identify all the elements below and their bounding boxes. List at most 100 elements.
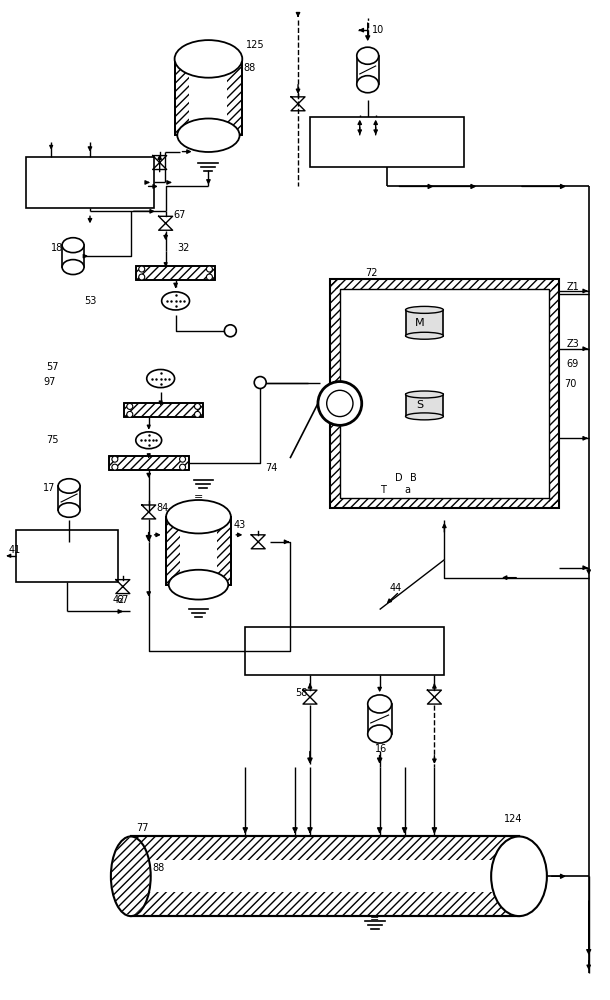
Bar — [124, 403, 204, 417]
Ellipse shape — [178, 119, 240, 152]
Bar — [166, 517, 181, 585]
Circle shape — [318, 382, 362, 425]
Ellipse shape — [169, 570, 228, 600]
Text: 44: 44 — [390, 583, 402, 593]
Bar — [62, 245, 84, 267]
Ellipse shape — [136, 432, 162, 449]
Ellipse shape — [62, 260, 84, 275]
Bar — [310, 117, 464, 167]
Bar — [245, 627, 444, 675]
Circle shape — [112, 456, 118, 462]
Bar — [330, 279, 340, 508]
Circle shape — [179, 456, 185, 462]
Circle shape — [206, 274, 212, 280]
Text: 58: 58 — [295, 688, 307, 698]
Text: 88: 88 — [243, 63, 256, 73]
Bar — [124, 403, 204, 417]
Bar — [166, 517, 231, 585]
Ellipse shape — [406, 413, 443, 420]
Bar — [330, 279, 559, 289]
Bar — [228, 59, 242, 135]
Circle shape — [224, 325, 236, 337]
Ellipse shape — [58, 479, 80, 493]
Bar — [174, 59, 242, 135]
Text: 77: 77 — [136, 823, 148, 833]
Bar — [549, 279, 559, 508]
Bar — [174, 59, 242, 135]
Circle shape — [127, 411, 133, 417]
Ellipse shape — [357, 76, 379, 93]
Text: 17: 17 — [43, 483, 56, 493]
Bar — [406, 310, 443, 336]
Bar — [131, 836, 519, 916]
Text: 41: 41 — [9, 545, 21, 555]
Text: B: B — [409, 473, 416, 483]
Bar — [131, 836, 519, 860]
Ellipse shape — [368, 725, 392, 743]
Text: 97: 97 — [43, 377, 56, 387]
Circle shape — [138, 266, 145, 272]
Text: D: D — [395, 473, 402, 483]
Ellipse shape — [357, 47, 379, 64]
Text: M: M — [415, 318, 425, 328]
Circle shape — [127, 403, 133, 409]
Ellipse shape — [174, 40, 242, 78]
Ellipse shape — [162, 292, 190, 310]
Ellipse shape — [406, 306, 443, 313]
Bar — [368, 704, 392, 734]
Ellipse shape — [58, 503, 80, 517]
Ellipse shape — [368, 695, 392, 713]
Ellipse shape — [166, 500, 231, 533]
Bar — [136, 266, 215, 280]
Text: 10: 10 — [371, 25, 384, 35]
Bar — [217, 517, 231, 585]
Circle shape — [112, 464, 118, 470]
Bar — [131, 892, 519, 916]
Text: Z3: Z3 — [567, 339, 580, 349]
Text: =: = — [194, 492, 203, 502]
Text: T: T — [379, 485, 386, 495]
Bar — [26, 157, 154, 208]
Circle shape — [195, 403, 201, 409]
Circle shape — [179, 464, 185, 470]
Text: 16: 16 — [375, 744, 387, 754]
Text: 53: 53 — [84, 296, 96, 306]
Text: 75: 75 — [46, 435, 59, 445]
Ellipse shape — [406, 332, 443, 339]
Bar — [109, 456, 188, 470]
Bar — [340, 289, 549, 498]
Text: 69: 69 — [567, 359, 579, 369]
Ellipse shape — [111, 836, 151, 916]
Bar — [16, 530, 118, 582]
Ellipse shape — [147, 369, 174, 388]
Text: 88: 88 — [152, 863, 165, 873]
Ellipse shape — [491, 836, 547, 916]
Bar — [330, 279, 559, 508]
Text: a: a — [404, 485, 411, 495]
Bar — [357, 56, 379, 84]
Text: 74: 74 — [265, 463, 278, 473]
Bar — [109, 456, 188, 470]
Text: 70: 70 — [564, 379, 576, 389]
Ellipse shape — [62, 238, 84, 253]
Text: 32: 32 — [178, 243, 190, 253]
Text: 125: 125 — [246, 40, 265, 50]
Text: 67: 67 — [174, 210, 186, 220]
Bar — [131, 836, 519, 916]
Circle shape — [195, 411, 201, 417]
Ellipse shape — [406, 391, 443, 398]
Text: 124: 124 — [504, 814, 523, 824]
Text: 67: 67 — [117, 595, 129, 605]
Circle shape — [254, 377, 266, 389]
Circle shape — [206, 266, 212, 272]
Bar — [136, 266, 215, 280]
Circle shape — [138, 274, 145, 280]
Bar — [406, 394, 443, 416]
Bar — [166, 517, 231, 585]
Text: 72: 72 — [365, 268, 377, 278]
Text: 18: 18 — [51, 243, 63, 253]
Bar — [58, 486, 80, 510]
Text: 43: 43 — [234, 520, 246, 530]
Text: =: = — [370, 914, 379, 924]
Text: S: S — [416, 400, 423, 410]
